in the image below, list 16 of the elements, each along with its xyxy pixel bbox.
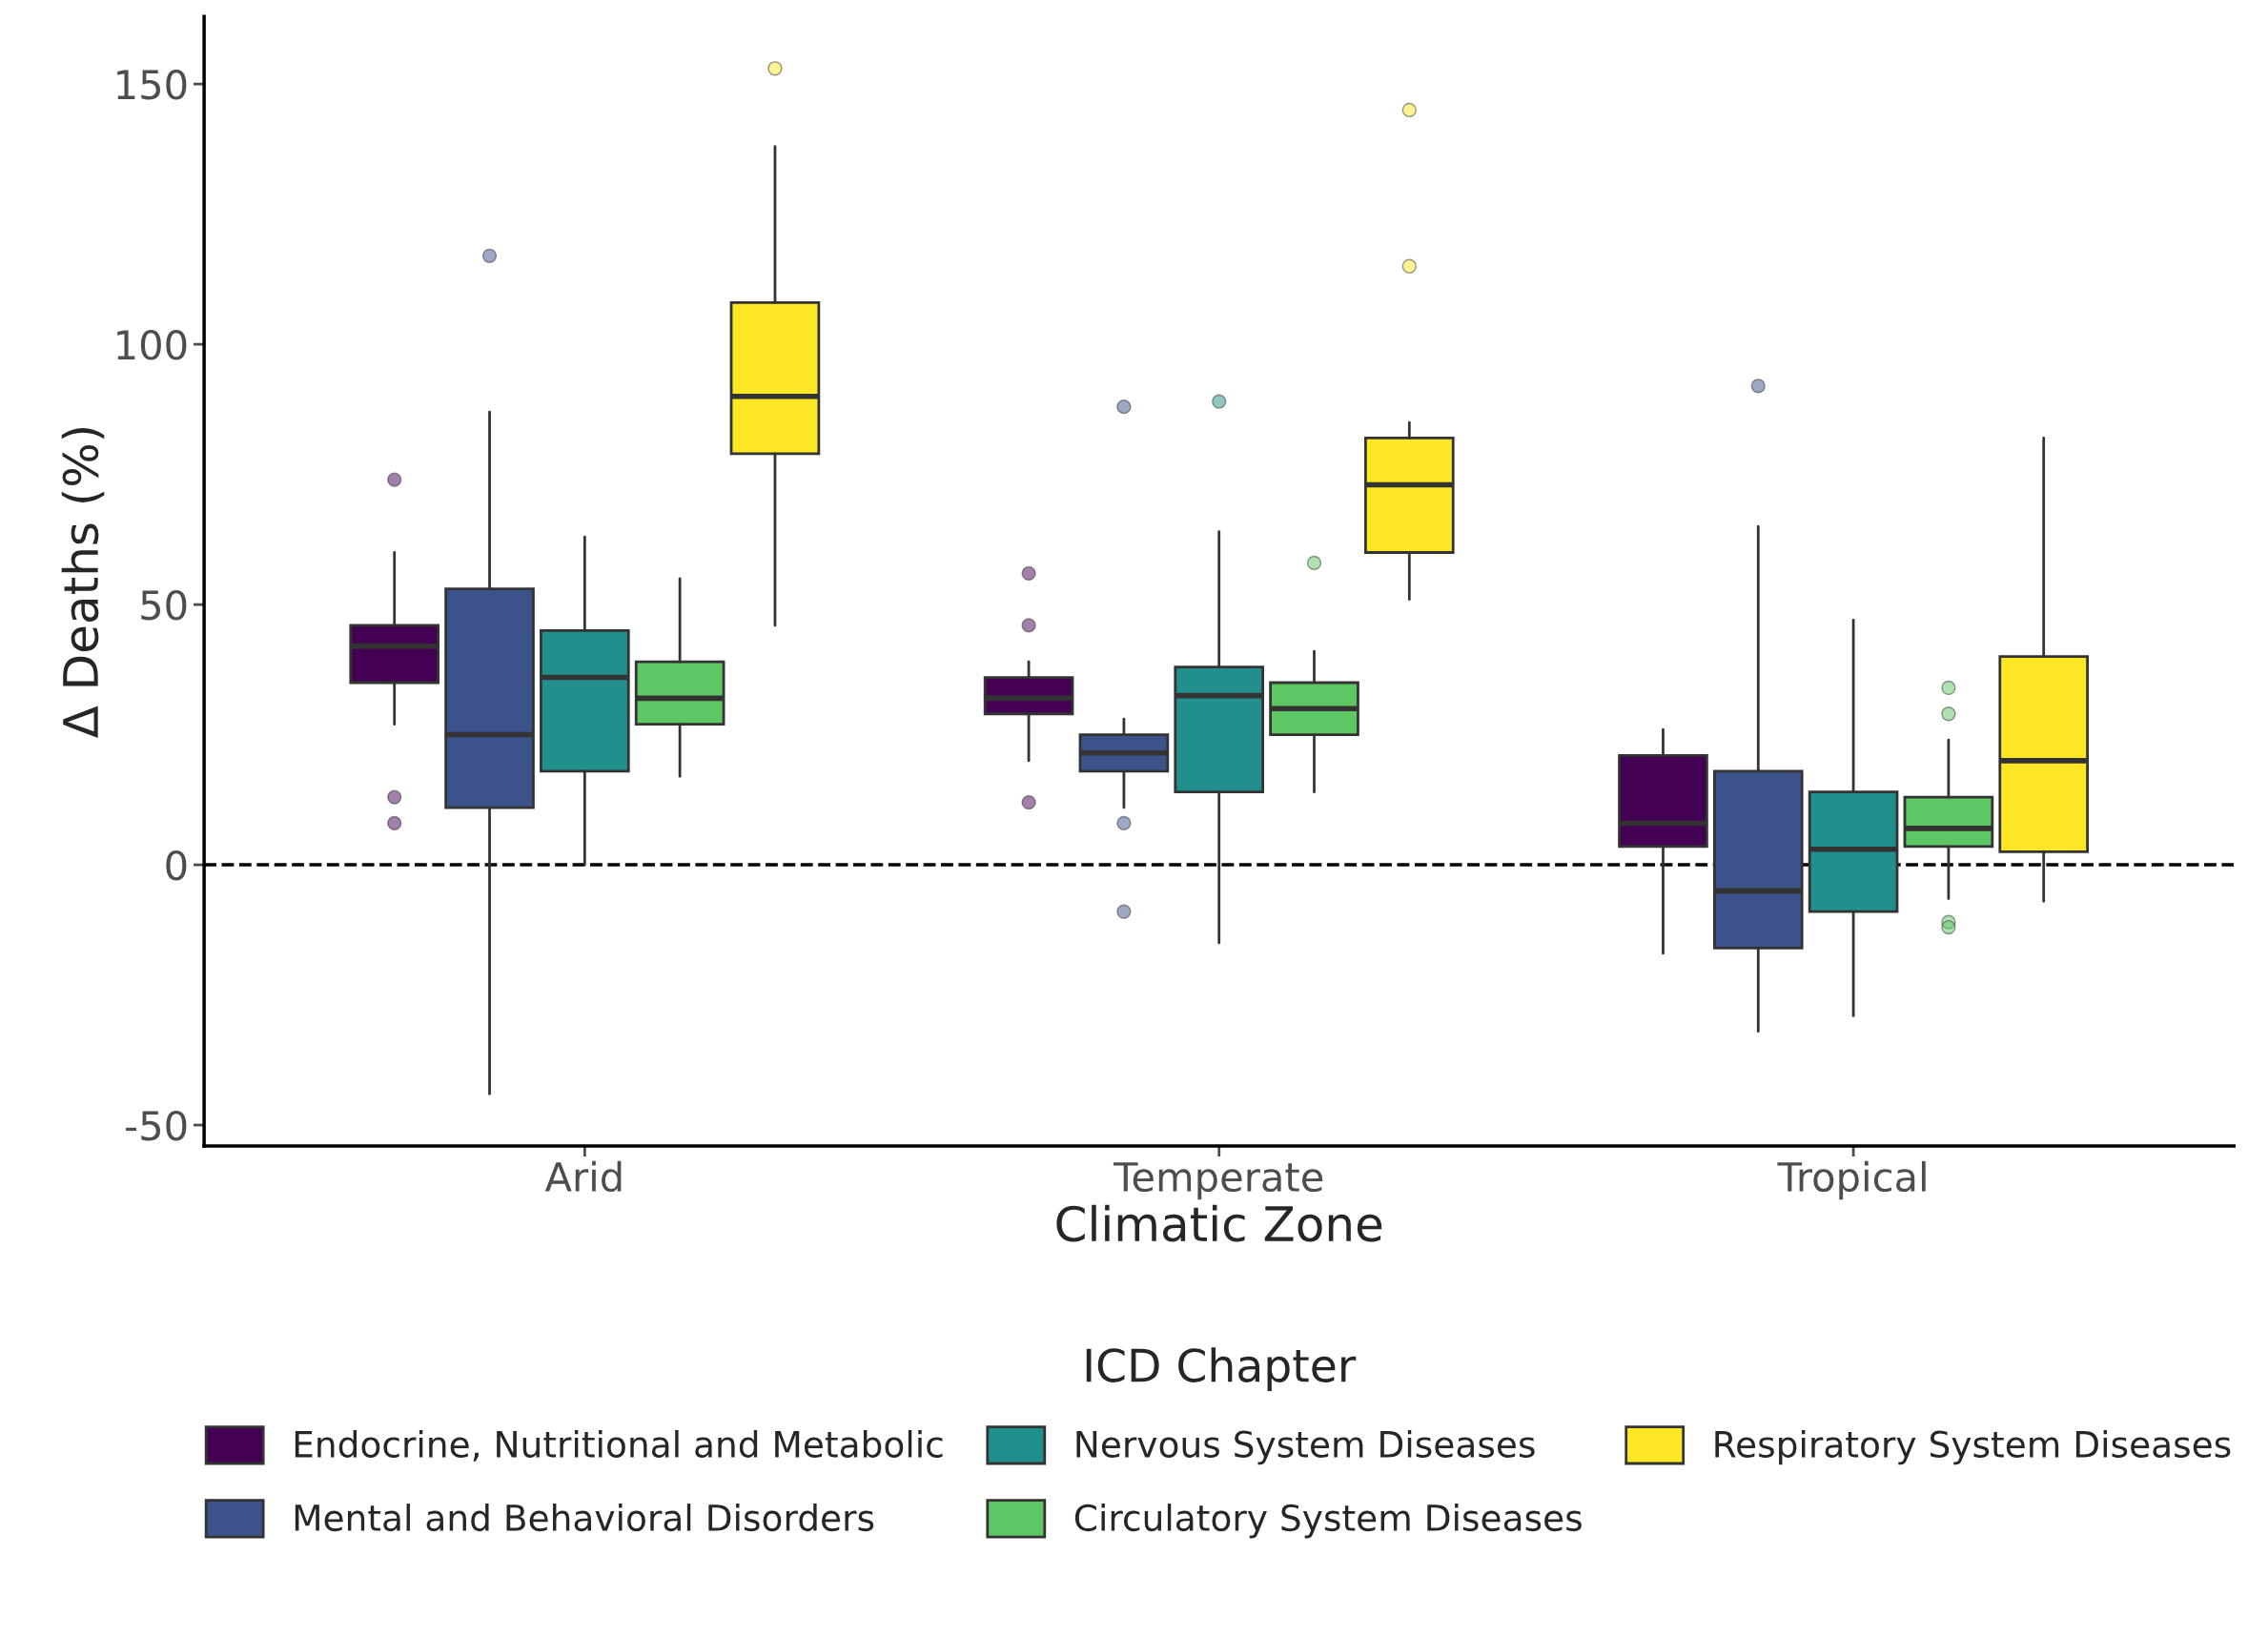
- x-tick-label: Arid: [544, 1160, 622, 1193]
- legend-label: Circulatory System Diseases: [1074, 1504, 1582, 1539]
- y-tick-label: -50: [126, 1110, 187, 1141]
- y-tick-label: 50: [141, 590, 187, 621]
- x-tick-label: Temperate: [1113, 1162, 1323, 1200]
- x-tick-label: Tropical: [1777, 1160, 1926, 1200]
- legend-title: ICD Chapter: [1086, 1347, 1357, 1392]
- legend-label: Endocrine, Nutritional and Metabolic: [295, 1429, 943, 1462]
- x-axis-title: Climatic Zone: [1056, 1204, 1382, 1242]
- legend-label: Respiratory System Diseases: [1715, 1429, 2231, 1465]
- y-axis-title: Δ Deaths (%): [61, 427, 105, 739]
- legend-label: Mental and Behavioral Disorders: [295, 1504, 874, 1532]
- y-tick-label: 0: [166, 849, 187, 881]
- y-tick-label: 150: [117, 70, 187, 100]
- legend-label: Nervous System Diseases: [1076, 1429, 1535, 1465]
- y-tick-label: 100: [117, 330, 187, 360]
